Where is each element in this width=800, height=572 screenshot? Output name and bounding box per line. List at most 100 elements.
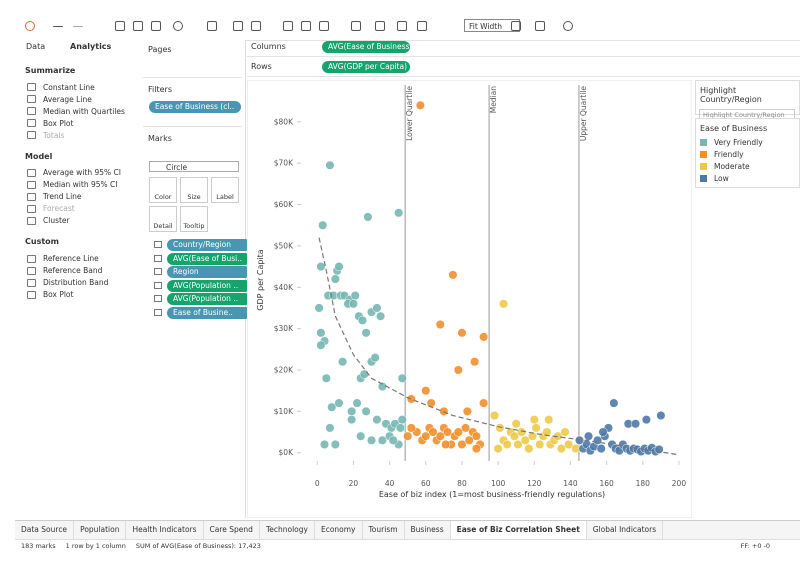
data-point [356,432,365,441]
sheet-tab[interactable]: Health Indicators [126,521,203,539]
data-point [320,440,329,449]
legend-item[interactable]: Friendly [700,148,799,160]
pill-icon [154,309,162,316]
sheet-tab[interactable]: Global Indicators [587,521,663,539]
highlight-button[interactable] [351,21,361,31]
pin-button[interactable] [417,21,427,31]
mark-type-dropdown[interactable]: Circle [149,161,239,172]
mark-button[interactable]: Tooltip [180,206,208,232]
mark-pill[interactable]: AVG(Population .. [167,293,251,305]
sheet-tab[interactable]: Population [74,521,126,539]
group-button[interactable] [375,21,385,31]
x-tick-label: 60 [421,479,431,488]
data-point [494,444,503,453]
sheet-tab[interactable]: Economy [315,521,363,539]
pane-tab[interactable]: Data [26,42,45,51]
x-tick-label: 20 [349,479,359,488]
swap-button[interactable] [283,21,293,31]
data-point [358,316,367,325]
analytics-item[interactable]: Cluster [27,217,140,226]
sheet-tab[interactable]: Ease of Biz Correlation Sheet [451,521,587,539]
section-title: Model [25,152,140,161]
show-cards-button[interactable] [511,21,521,31]
new-datasource-button[interactable] [133,21,143,31]
data-point [597,444,606,453]
data-point [416,101,425,110]
legend-item[interactable]: Low [700,172,799,184]
analytics-item[interactable]: Median with Quartiles [27,107,140,116]
sheet-tab[interactable]: Technology [260,521,315,539]
data-point [449,271,458,280]
analytics-item[interactable]: Average Line [27,95,140,104]
legend-item[interactable]: Very Friendly [700,136,799,148]
mark-pill[interactable]: Region [167,266,251,278]
shelf-pill[interactable]: AVG(GDP per Capita) [322,61,410,73]
sheet-tab[interactable]: Data Source [15,521,74,539]
data-point [353,399,362,408]
refresh-button[interactable] [173,21,183,31]
pause-button[interactable] [151,21,161,31]
mark-pill[interactable]: AVG(Ease of Busi.. [167,253,251,265]
label-button[interactable] [397,21,407,31]
mark-pill[interactable]: Country/Region [167,239,251,251]
duplicate-button[interactable] [233,21,243,31]
card-title: Marks [148,134,242,143]
data-point [472,432,481,441]
pane-tab[interactable]: Analytics [70,42,111,51]
data-point [599,428,608,437]
data-point [631,419,640,428]
save-button[interactable] [115,21,125,31]
analytics-sections: SummarizeConstant LineAverage LineMedian… [15,54,140,302]
status-sum: SUM of AVG(Ease of Business): 17,423 [136,540,261,552]
share-button[interactable] [563,21,573,31]
sheet-tab[interactable]: Tourism [363,521,405,539]
forward-button[interactable] [73,26,83,27]
filter-pill[interactable]: Ease of Business (cl.. [149,101,241,113]
back-button[interactable] [53,26,63,27]
data-point [373,415,382,424]
analytics-item[interactable]: Median with 95% CI [27,181,140,190]
analytics-item[interactable]: Box Plot [27,119,140,128]
highlighter: Highlight Country/Region Highlight Count… [695,80,800,115]
shelf-pill[interactable]: AVG(Ease of Business) [322,41,410,53]
analytics-item[interactable]: Constant Line [27,83,140,92]
data-point [407,395,416,404]
mark-button[interactable]: Detail [149,206,177,232]
analytics-item[interactable]: Average with 95% CI [27,169,140,178]
new-sheet-button[interactable] [207,21,217,31]
y-tick-label: $10K [274,407,294,416]
clear-button[interactable] [251,21,261,31]
sort-desc-button[interactable] [319,21,329,31]
mark-button[interactable]: Label [211,177,239,203]
highlighter-title: Highlight Country/Region [700,86,799,104]
mark-button[interactable]: Size [180,177,208,203]
analytics-item[interactable]: Distribution Band [27,278,140,287]
sheet-tab[interactable]: Business [405,521,451,539]
sheet-tab[interactable]: Care Spend [204,521,260,539]
data-point [394,209,403,218]
analytics-item[interactable]: Forecast [27,205,140,214]
y-axis-title: GDP per Capita [256,249,265,310]
analytics-item[interactable]: Totals [27,131,140,140]
y-tick-label: $50K [274,241,294,250]
data-point [463,407,472,416]
data-point [331,275,340,284]
mark-pill[interactable]: Ease of Busine.. [167,307,251,319]
legend-item[interactable]: Moderate [700,160,799,172]
data-point [407,424,416,433]
presentation-button[interactable] [535,21,545,31]
data-point [532,424,541,433]
shelf-label: Columns [251,42,286,51]
data-point [544,415,553,424]
sort-asc-button[interactable] [301,21,311,31]
analytics-item[interactable]: Box Plot [27,290,140,299]
data-point [454,366,463,375]
filter-pills: Ease of Business (cl.. [149,101,241,113]
analytics-item[interactable]: Reference Band [27,266,140,275]
mark-pill[interactable]: AVG(Population .. [167,280,251,292]
analytics-item[interactable]: Trend Line [27,193,140,202]
analytics-item[interactable]: Reference Line [27,254,140,263]
mark-button[interactable]: Color [149,177,177,203]
analytics-section: CustomReference LineReference BandDistri… [15,237,140,299]
